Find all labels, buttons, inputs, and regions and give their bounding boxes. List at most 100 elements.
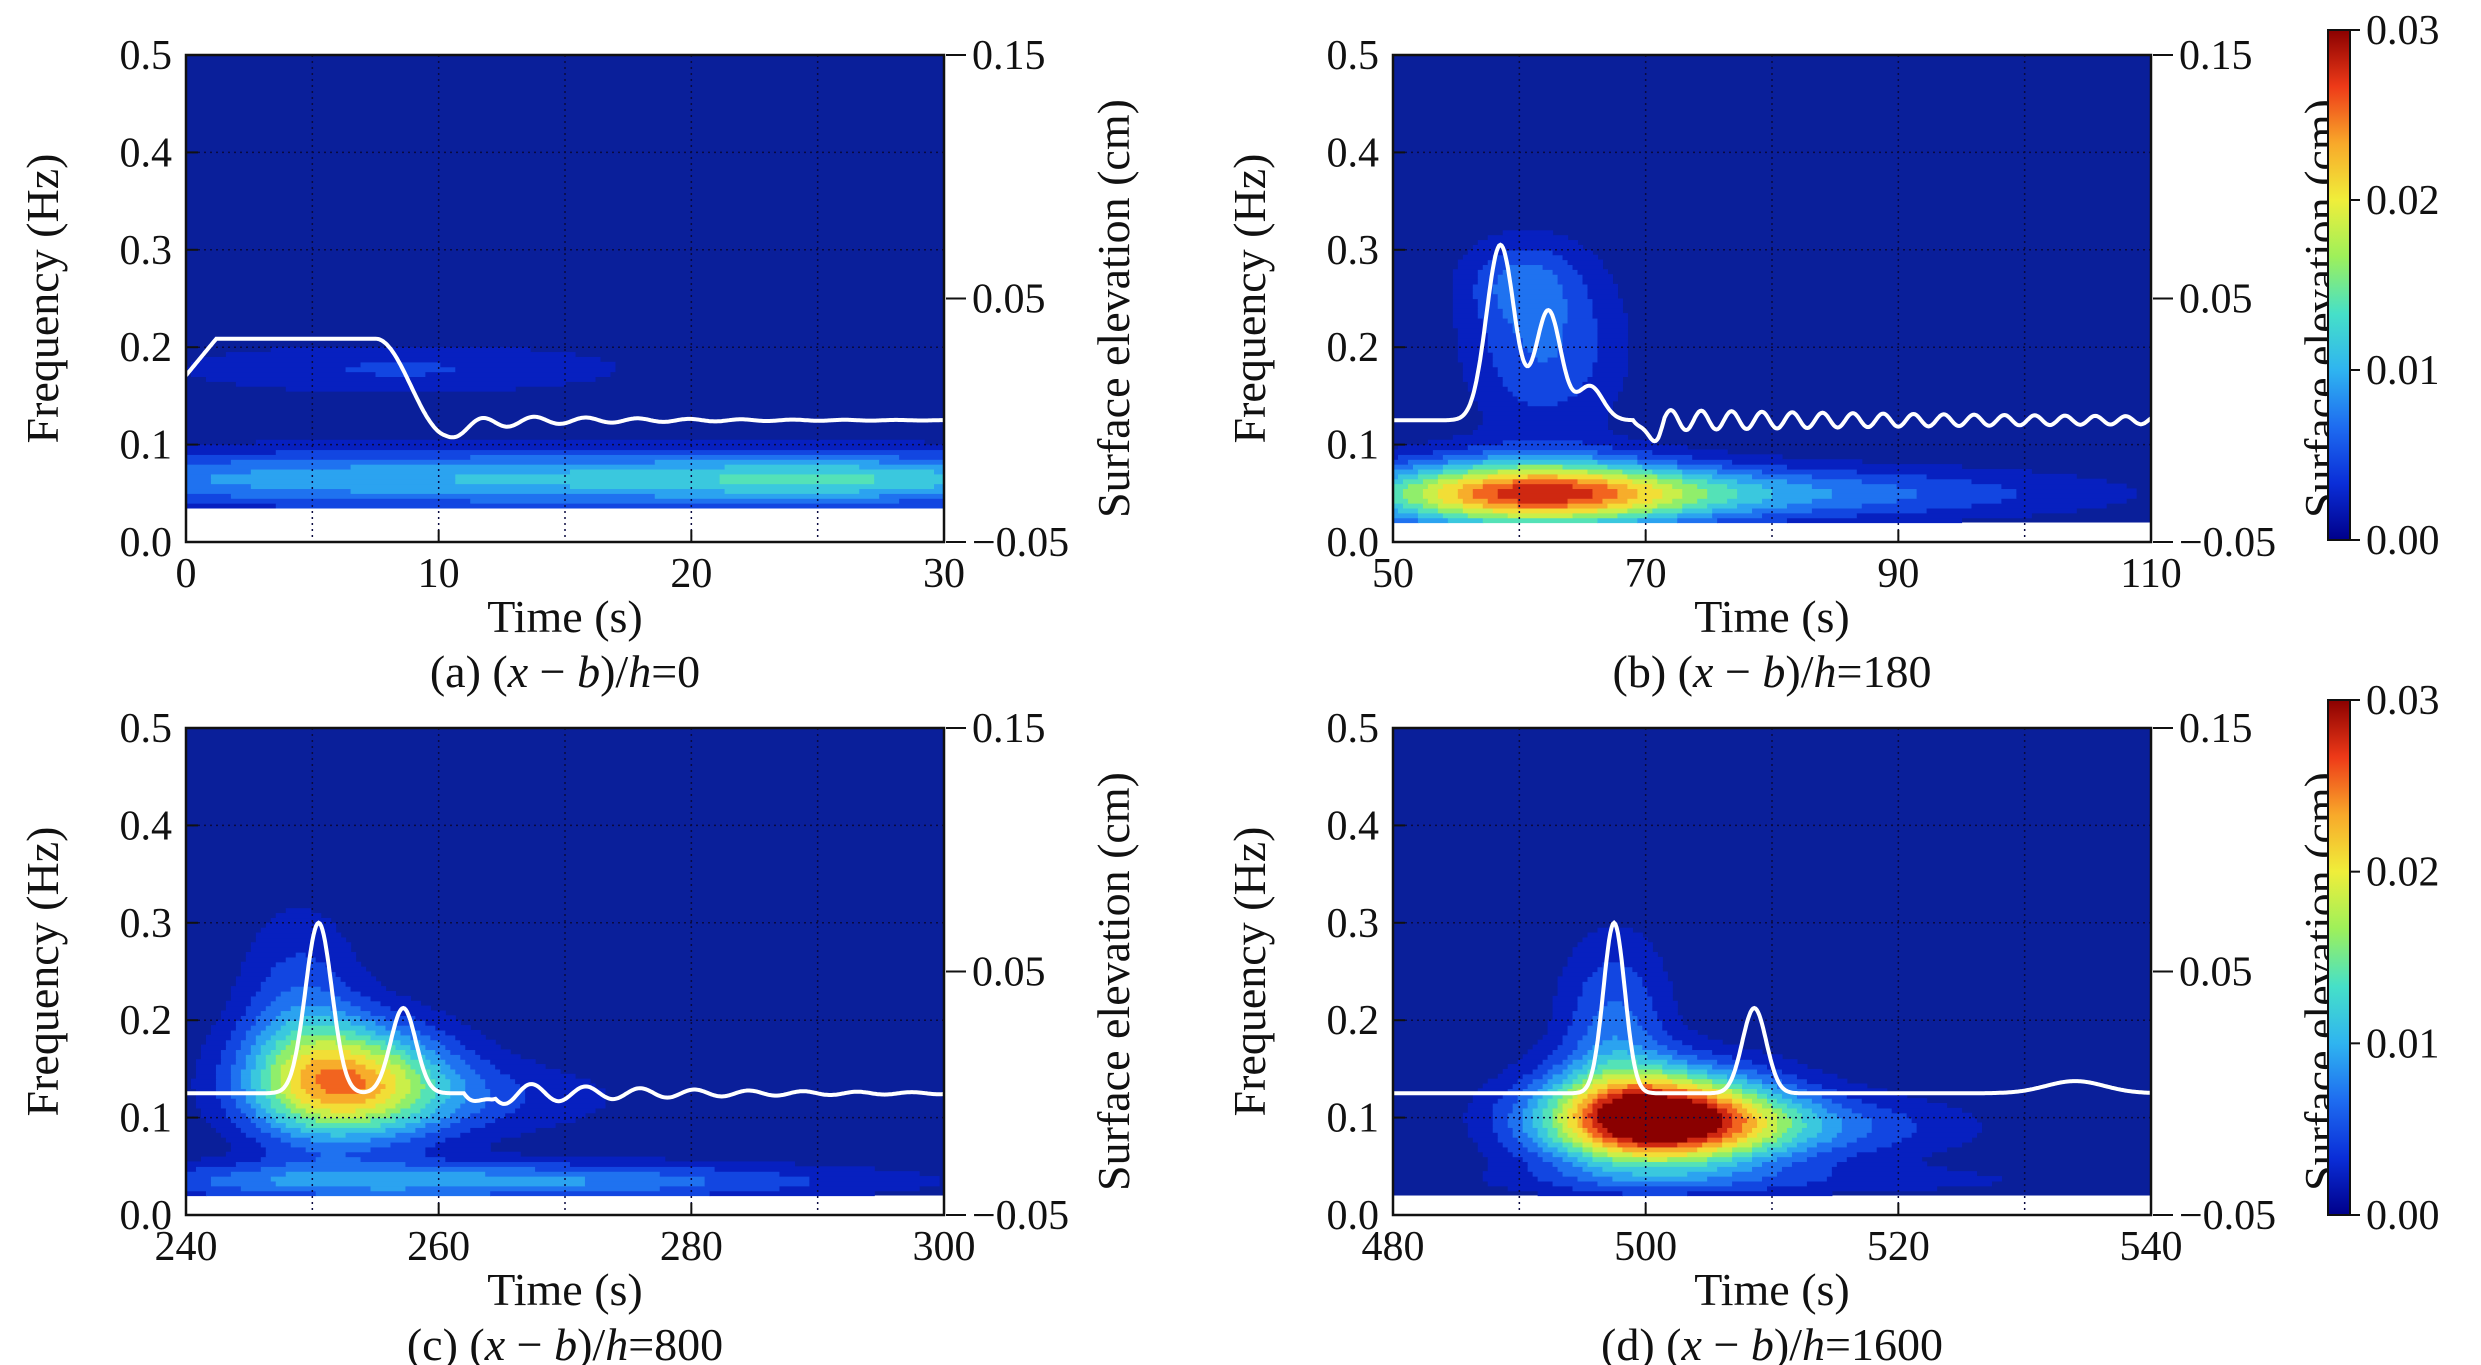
caption-part: x — [507, 646, 529, 697]
caption-part: =800 — [628, 1319, 723, 1365]
y-axis-label: Frequency (Hz) — [17, 154, 68, 444]
y-tick-label: 0.2 — [1327, 325, 1380, 371]
caption-part: (b) ( — [1613, 646, 1693, 697]
y2-tick-label: 0.15 — [2179, 33, 2253, 79]
plot-frame — [184, 53, 946, 544]
y2-tick-label: 0.15 — [2179, 706, 2253, 752]
x-tick-label: 30 — [923, 551, 965, 597]
y-tick-label: 0.0 — [1327, 520, 1380, 566]
x-tick-label: 480 — [1362, 1224, 1425, 1270]
colorbar-d: 0.00 0.01 0.02 0.03 — [2327, 678, 2440, 1239]
surface-elevation-line — [1393, 242, 2151, 444]
y-axis-label: Frequency (Hz) — [17, 827, 68, 1117]
y-tick-label: 0.1 — [1327, 1096, 1380, 1142]
caption-part: − — [1713, 646, 1762, 697]
y2-tick-label: −0.05 — [972, 1193, 1069, 1239]
x-tick-label: 110 — [2120, 551, 2181, 597]
y-tick-label: 0.4 — [120, 803, 173, 849]
x-tick-label: 300 — [913, 1224, 976, 1270]
y2-axis-label: Surface elevation (cm) — [1088, 99, 1139, 518]
y-tick-label: 0.1 — [120, 1096, 173, 1142]
x-tick-label: 10 — [418, 551, 460, 597]
caption-part: − — [528, 646, 577, 697]
caption-part: =1600 — [1825, 1319, 1943, 1365]
y-tick-label: 0.4 — [120, 130, 173, 176]
caption-part: h — [628, 646, 651, 697]
y-tick-label: 0.3 — [1327, 228, 1380, 274]
panel-caption: (b) (x − b)/h=180 — [1613, 646, 1932, 697]
caption-part: b — [577, 646, 600, 697]
x-tick-label: 280 — [660, 1224, 723, 1270]
caption-part: )/ — [1785, 646, 1813, 697]
y-tick-label: 0.5 — [120, 706, 173, 752]
caption-part: h — [1814, 646, 1837, 697]
colorbar-gradient — [2327, 699, 2351, 1216]
y-tick-label: 0.0 — [120, 520, 173, 566]
y-tick-label: 0.3 — [120, 228, 173, 274]
y-axis-label: Frequency (Hz) — [1224, 827, 1275, 1117]
x-tick-label: 90 — [1877, 551, 1919, 597]
colorbar-tick-label: 0.00 — [2366, 1193, 2440, 1239]
caption-part: − — [1702, 1319, 1751, 1365]
y-tick-label: 0.0 — [120, 1193, 173, 1239]
y-tick-label: 0.5 — [120, 33, 173, 79]
caption-part: (d) ( — [1601, 1319, 1681, 1365]
y2-tick-label: 0.15 — [972, 706, 1046, 752]
caption-part: (c) ( — [407, 1319, 485, 1365]
panel-c: 240 260 280 300 0.0 0.1 0.2 0.3 0.4 0.5 0.15 0.05 −0… — [17, 706, 1139, 1365]
caption-part: )/ — [1774, 1319, 1802, 1365]
spectrogram-a — [186, 347, 944, 542]
surface-elevation-line — [186, 336, 944, 440]
x-tick-label: 50 — [1372, 551, 1414, 597]
y-tick-label: 0.0 — [1327, 1193, 1380, 1239]
y-tick-label: 0.3 — [1327, 901, 1380, 947]
y-tick-label: 0.2 — [120, 998, 173, 1044]
caption-part: x — [484, 1319, 506, 1365]
panel-b: 50 70 90 110 0.0 0.1 0.2 0.3 0.4 0.5 0.15 0.05 −0.05… — [1224, 33, 2346, 697]
colorbar-b: 0.00 0.01 0.02 0.03 — [2327, 8, 2440, 564]
caption-part: =0 — [651, 646, 700, 697]
y-tick-label: 0.2 — [120, 325, 173, 371]
x-tick-label: 20 — [670, 551, 712, 597]
y-tick-label: 0.5 — [1327, 706, 1380, 752]
panel-d: 480 500 520 540 0.0 0.1 0.2 0.3 0.4 0.5 0.15 0.05 −0… — [1224, 706, 2346, 1365]
colorbar-tick-label: 0.00 — [2366, 518, 2440, 564]
y2-tick-label: −0.05 — [2179, 1193, 2276, 1239]
y-axis-label: Frequency (Hz) — [1224, 154, 1275, 444]
y-tick-label: 0.2 — [1327, 998, 1380, 1044]
y-tick-label: 0.1 — [1327, 423, 1380, 469]
x-tick-label: 520 — [1867, 1224, 1930, 1270]
panel-caption: (a) (x − b)/h=0 — [430, 646, 700, 697]
y2-axis-label: Surface elevation (cm) — [1088, 772, 1139, 1191]
y2-tick-label: 0.05 — [2179, 277, 2253, 323]
caption-part: (a) ( — [430, 646, 508, 697]
x-axis-label: Time (s) — [1694, 591, 1850, 642]
caption-part: x — [1681, 1319, 1703, 1365]
colorbar-tick-label: 0.03 — [2366, 8, 2440, 54]
x-tick-label: 540 — [2120, 1224, 2183, 1270]
y2-tick-label: 0.05 — [2179, 950, 2253, 996]
y2-tick-label: 0.05 — [972, 277, 1046, 323]
colorbar-tick-label: 0.02 — [2366, 850, 2440, 896]
panel-caption: (c) (x − b)/h=800 — [407, 1319, 723, 1365]
panel-caption: (d) (x − b)/h=1600 — [1601, 1319, 1943, 1365]
x-tick-label: 240 — [155, 1224, 218, 1270]
caption-part: =180 — [1837, 646, 1932, 697]
y2-tick-label: −0.05 — [2179, 520, 2276, 566]
x-axis-label: Time (s) — [487, 1264, 643, 1315]
plot-frame — [1391, 726, 2153, 1217]
caption-part: b — [1762, 646, 1785, 697]
caption-part: b — [1751, 1319, 1774, 1365]
caption-part: x — [1692, 646, 1714, 697]
x-tick-label: 260 — [407, 1224, 470, 1270]
y-tick-label: 0.5 — [1327, 33, 1380, 79]
panel-a: 0 10 20 30 0.0 0.1 0.2 0.3 0.4 0.5 0.15 0.05 −0.05 Ti… — [17, 33, 1139, 697]
caption-part: )/ — [600, 646, 628, 697]
surface-elevation-line — [1393, 920, 2151, 1096]
caption-part: h — [1802, 1319, 1825, 1365]
y-tick-label: 0.4 — [1327, 130, 1380, 176]
spectrogram-d — [1393, 922, 2151, 1215]
x-axis-label: Time (s) — [1694, 1264, 1850, 1315]
caption-part: )/ — [577, 1319, 605, 1365]
